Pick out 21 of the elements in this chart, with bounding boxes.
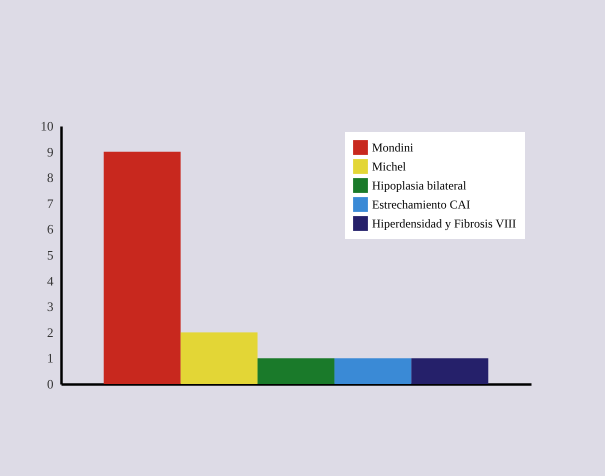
y-tick-label: 0 [47,376,54,392]
y-tick-label: 7 [47,196,54,211]
legend-label: Michel [372,160,407,174]
legend-label: Hiperdensidad y Fibrosis VIII [372,216,516,230]
y-tick-label: 3 [47,299,54,314]
bar [180,332,258,384]
y-tick-label: 5 [47,248,54,262]
y-tick-label: 9 [47,144,54,160]
y-tick-label: 4 [47,273,54,288]
y-tick-label: 2 [47,324,54,340]
bar [411,358,488,384]
bar [258,358,334,384]
y-tick-label: 1 [47,350,54,366]
legend-label: Mondini [372,140,414,154]
y-tick-label: 8 [47,170,54,186]
legend-label: Estrechamiento CAI [372,198,470,212]
y-tick-label: 6 [47,222,54,237]
y-tick-label: 10 [40,118,54,134]
legend-label: Hipoplasia bilateral [372,178,467,192]
bar [334,358,412,384]
bar [104,152,181,384]
